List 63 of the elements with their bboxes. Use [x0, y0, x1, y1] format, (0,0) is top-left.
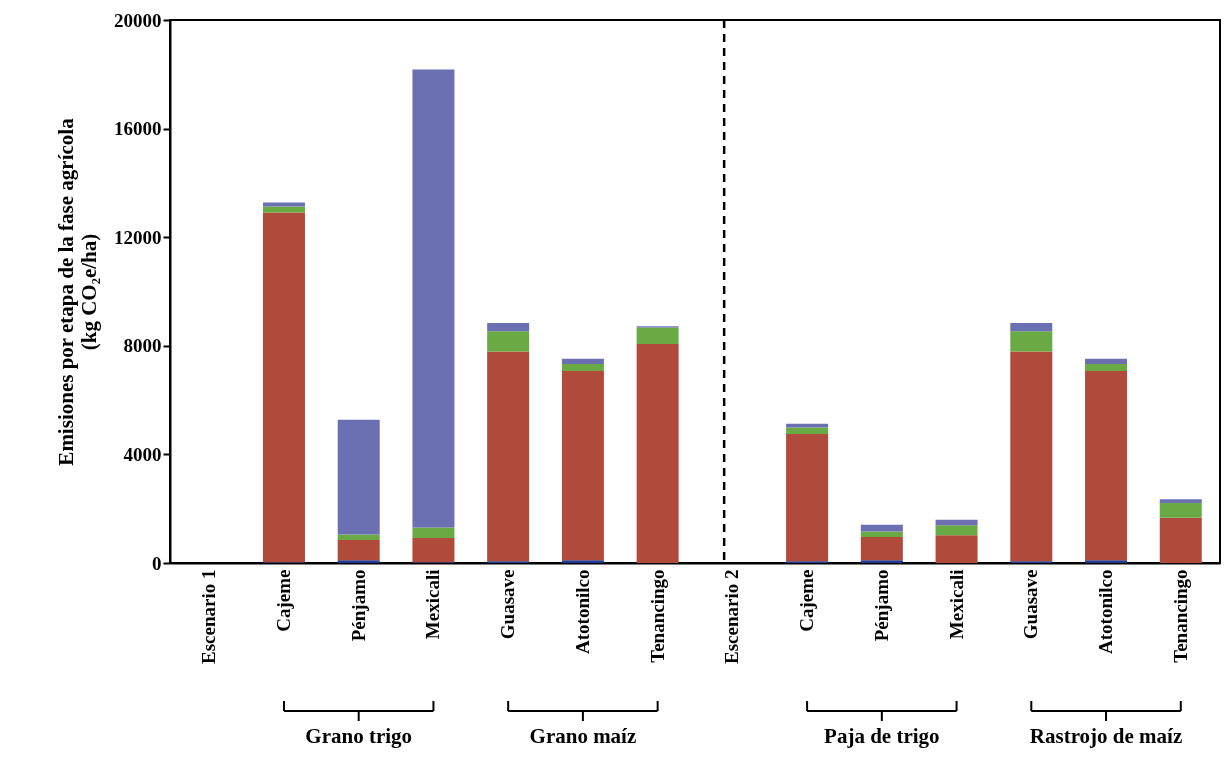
y-axis-title: Emisiones por etapa de la fase agrícola (kg CO₂e/ha) [54, 117, 101, 466]
bar [1159, 499, 1202, 503]
x-tick-label: Pénjamo [347, 569, 369, 642]
bar [337, 534, 380, 540]
bar [1159, 503, 1202, 518]
bar [487, 351, 530, 562]
x-tick-label: Escenario 2 [721, 569, 743, 664]
y-tick-label: 12000 [114, 226, 162, 248]
x-tick-label: Atotonilco [1095, 569, 1117, 654]
x-tick-label: Cajeme [272, 569, 294, 632]
bar [561, 371, 604, 561]
bar [1085, 363, 1128, 372]
bar [1085, 560, 1128, 563]
bar [860, 524, 903, 532]
bar [935, 519, 978, 526]
bar [337, 560, 380, 563]
bar [1159, 517, 1202, 563]
text: Rastrojo de maíz [1029, 724, 1183, 748]
bar [262, 202, 305, 207]
bar [860, 536, 903, 561]
bar [935, 525, 978, 536]
x-tick-label: Tenancingo [646, 569, 668, 663]
y-tick-label: 0 [152, 552, 162, 574]
text: Paja de trigo [824, 724, 940, 748]
bar [1085, 371, 1128, 561]
bar [786, 427, 829, 435]
bar [487, 331, 530, 352]
bar [935, 535, 978, 563]
bar [860, 531, 903, 537]
x-tick-label: Cajeme [796, 569, 818, 632]
y-tick-label: 16000 [114, 118, 162, 140]
bar [786, 434, 829, 562]
bar [561, 560, 604, 563]
bar [337, 539, 380, 561]
bar [561, 363, 604, 372]
bar [860, 560, 903, 563]
bar [487, 322, 530, 332]
x-tick-label: Guasave [1020, 569, 1042, 640]
bar [786, 423, 829, 428]
bar [1010, 351, 1053, 562]
bar [337, 419, 380, 535]
bar [262, 212, 305, 563]
y-tick-label: 20000 [114, 9, 162, 31]
x-tick-label: Tenancingo [1169, 569, 1191, 663]
bar [412, 538, 455, 563]
bar [561, 358, 604, 364]
bar [1085, 358, 1128, 364]
y-tick-label: 4000 [123, 443, 162, 465]
x-tick-label: Mexicali [422, 569, 444, 640]
text: Grano trigo [305, 724, 413, 748]
bar [412, 69, 455, 528]
x-tick-label: Guasave [497, 569, 519, 640]
bar [1010, 322, 1053, 332]
x-tick-label: Mexicali [945, 569, 967, 640]
bar [636, 327, 679, 344]
x-tick-label: Escenario 1 [198, 569, 220, 664]
y-tick-label: 8000 [123, 335, 162, 357]
x-tick-label: Pénjamo [870, 569, 892, 642]
bar [636, 343, 679, 563]
bar [1010, 331, 1053, 352]
bar [412, 527, 455, 539]
text: Grano maíz [529, 724, 637, 748]
x-tick-label: Atotonilco [571, 569, 593, 654]
